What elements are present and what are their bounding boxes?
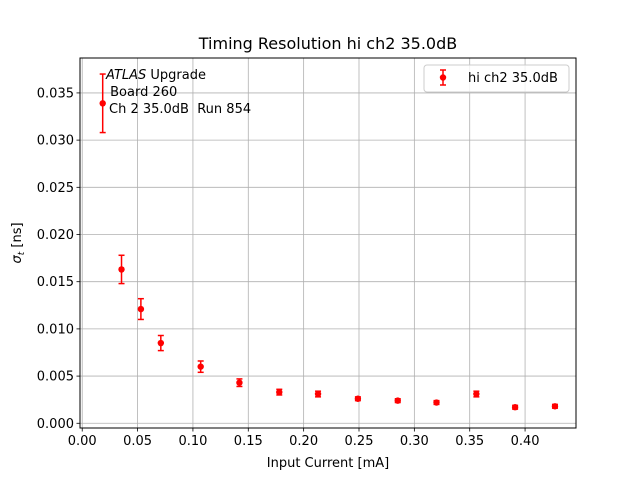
x-tick-label: 0.05 <box>123 434 152 449</box>
y-axis-label-subscript: t <box>17 251 27 255</box>
annotation-line-1: ATLAS Upgrade <box>105 68 206 83</box>
data-point <box>551 403 559 410</box>
data-point <box>236 379 243 386</box>
data-point <box>354 395 362 402</box>
annotation-atlas: ATLAS <box>105 68 146 83</box>
annotation-upgrade: Upgrade <box>146 68 206 83</box>
x-tick-label: 0.00 <box>68 434 97 449</box>
y-tick-label: 0.010 <box>37 322 74 337</box>
chart-title: Timing Resolution hi ch2 35.0dB <box>198 34 457 53</box>
x-axis-ticks: 0.00 0.05 0.10 0.15 0.20 0.25 0.30 0.35 0.40 <box>68 428 540 449</box>
y-tick-label: 0.030 <box>37 134 74 149</box>
x-tick-label: 0.35 <box>455 434 484 449</box>
y-tick-label: 0.000 <box>37 417 74 432</box>
legend: hi ch2 35.0dB <box>423 64 570 93</box>
data-point <box>99 100 106 107</box>
x-tick-label: 0.40 <box>511 434 540 449</box>
data-point <box>394 397 401 404</box>
annotation-line-3: Ch 2 35.0dB Run 854 <box>109 102 251 117</box>
y-tick-label: 0.015 <box>37 275 74 290</box>
x-tick-label: 0.30 <box>400 434 429 449</box>
data-point <box>197 363 204 370</box>
plot-area-frame <box>79 57 577 429</box>
data-point <box>473 390 480 398</box>
x-tick-label: 0.25 <box>345 434 374 449</box>
y-tick-label: 0.020 <box>37 228 74 243</box>
x-tick-label: 0.10 <box>178 434 207 449</box>
series-layer <box>99 73 559 411</box>
grid-lines <box>80 58 576 428</box>
y-tick-label: 0.025 <box>37 181 74 196</box>
data-point <box>433 399 440 406</box>
legend-label: hi ch2 35.0dB <box>468 71 558 86</box>
data-point <box>118 266 125 273</box>
x-axis-label: Input Current [mA] <box>267 456 389 471</box>
y-axis-label: σt [ns] <box>10 222 27 263</box>
y-axis-label-symbol: σ <box>10 255 25 264</box>
legend-marker <box>439 74 447 81</box>
data-point <box>511 404 519 411</box>
y-tick-label: 0.035 <box>37 86 74 101</box>
annotation-line-2: Board 260 <box>106 85 177 100</box>
atlas-annotation: ATLAS Upgrade Board 260 Ch 2 35.0dB Run … <box>105 68 251 117</box>
y-axis-ticks: 0.000 0.005 0.010 0.015 0.020 0.025 0.030 0.035 <box>37 86 80 432</box>
data-point <box>157 339 165 347</box>
data-point <box>137 305 145 313</box>
x-tick-label: 0.20 <box>289 434 318 449</box>
data-series <box>99 73 559 411</box>
y-tick-label: 0.005 <box>37 370 74 385</box>
x-tick-label: 0.15 <box>234 434 263 449</box>
data-point <box>276 388 283 396</box>
data-point <box>314 390 322 398</box>
legend-box <box>423 64 570 93</box>
y-axis-label-unit: [ns] <box>10 222 25 251</box>
